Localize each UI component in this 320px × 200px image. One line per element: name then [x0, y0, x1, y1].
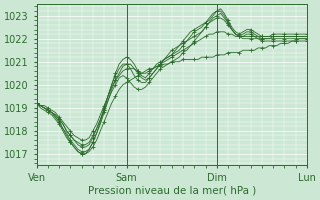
X-axis label: Pression niveau de la mer( hPa ): Pression niveau de la mer( hPa ): [88, 186, 256, 196]
